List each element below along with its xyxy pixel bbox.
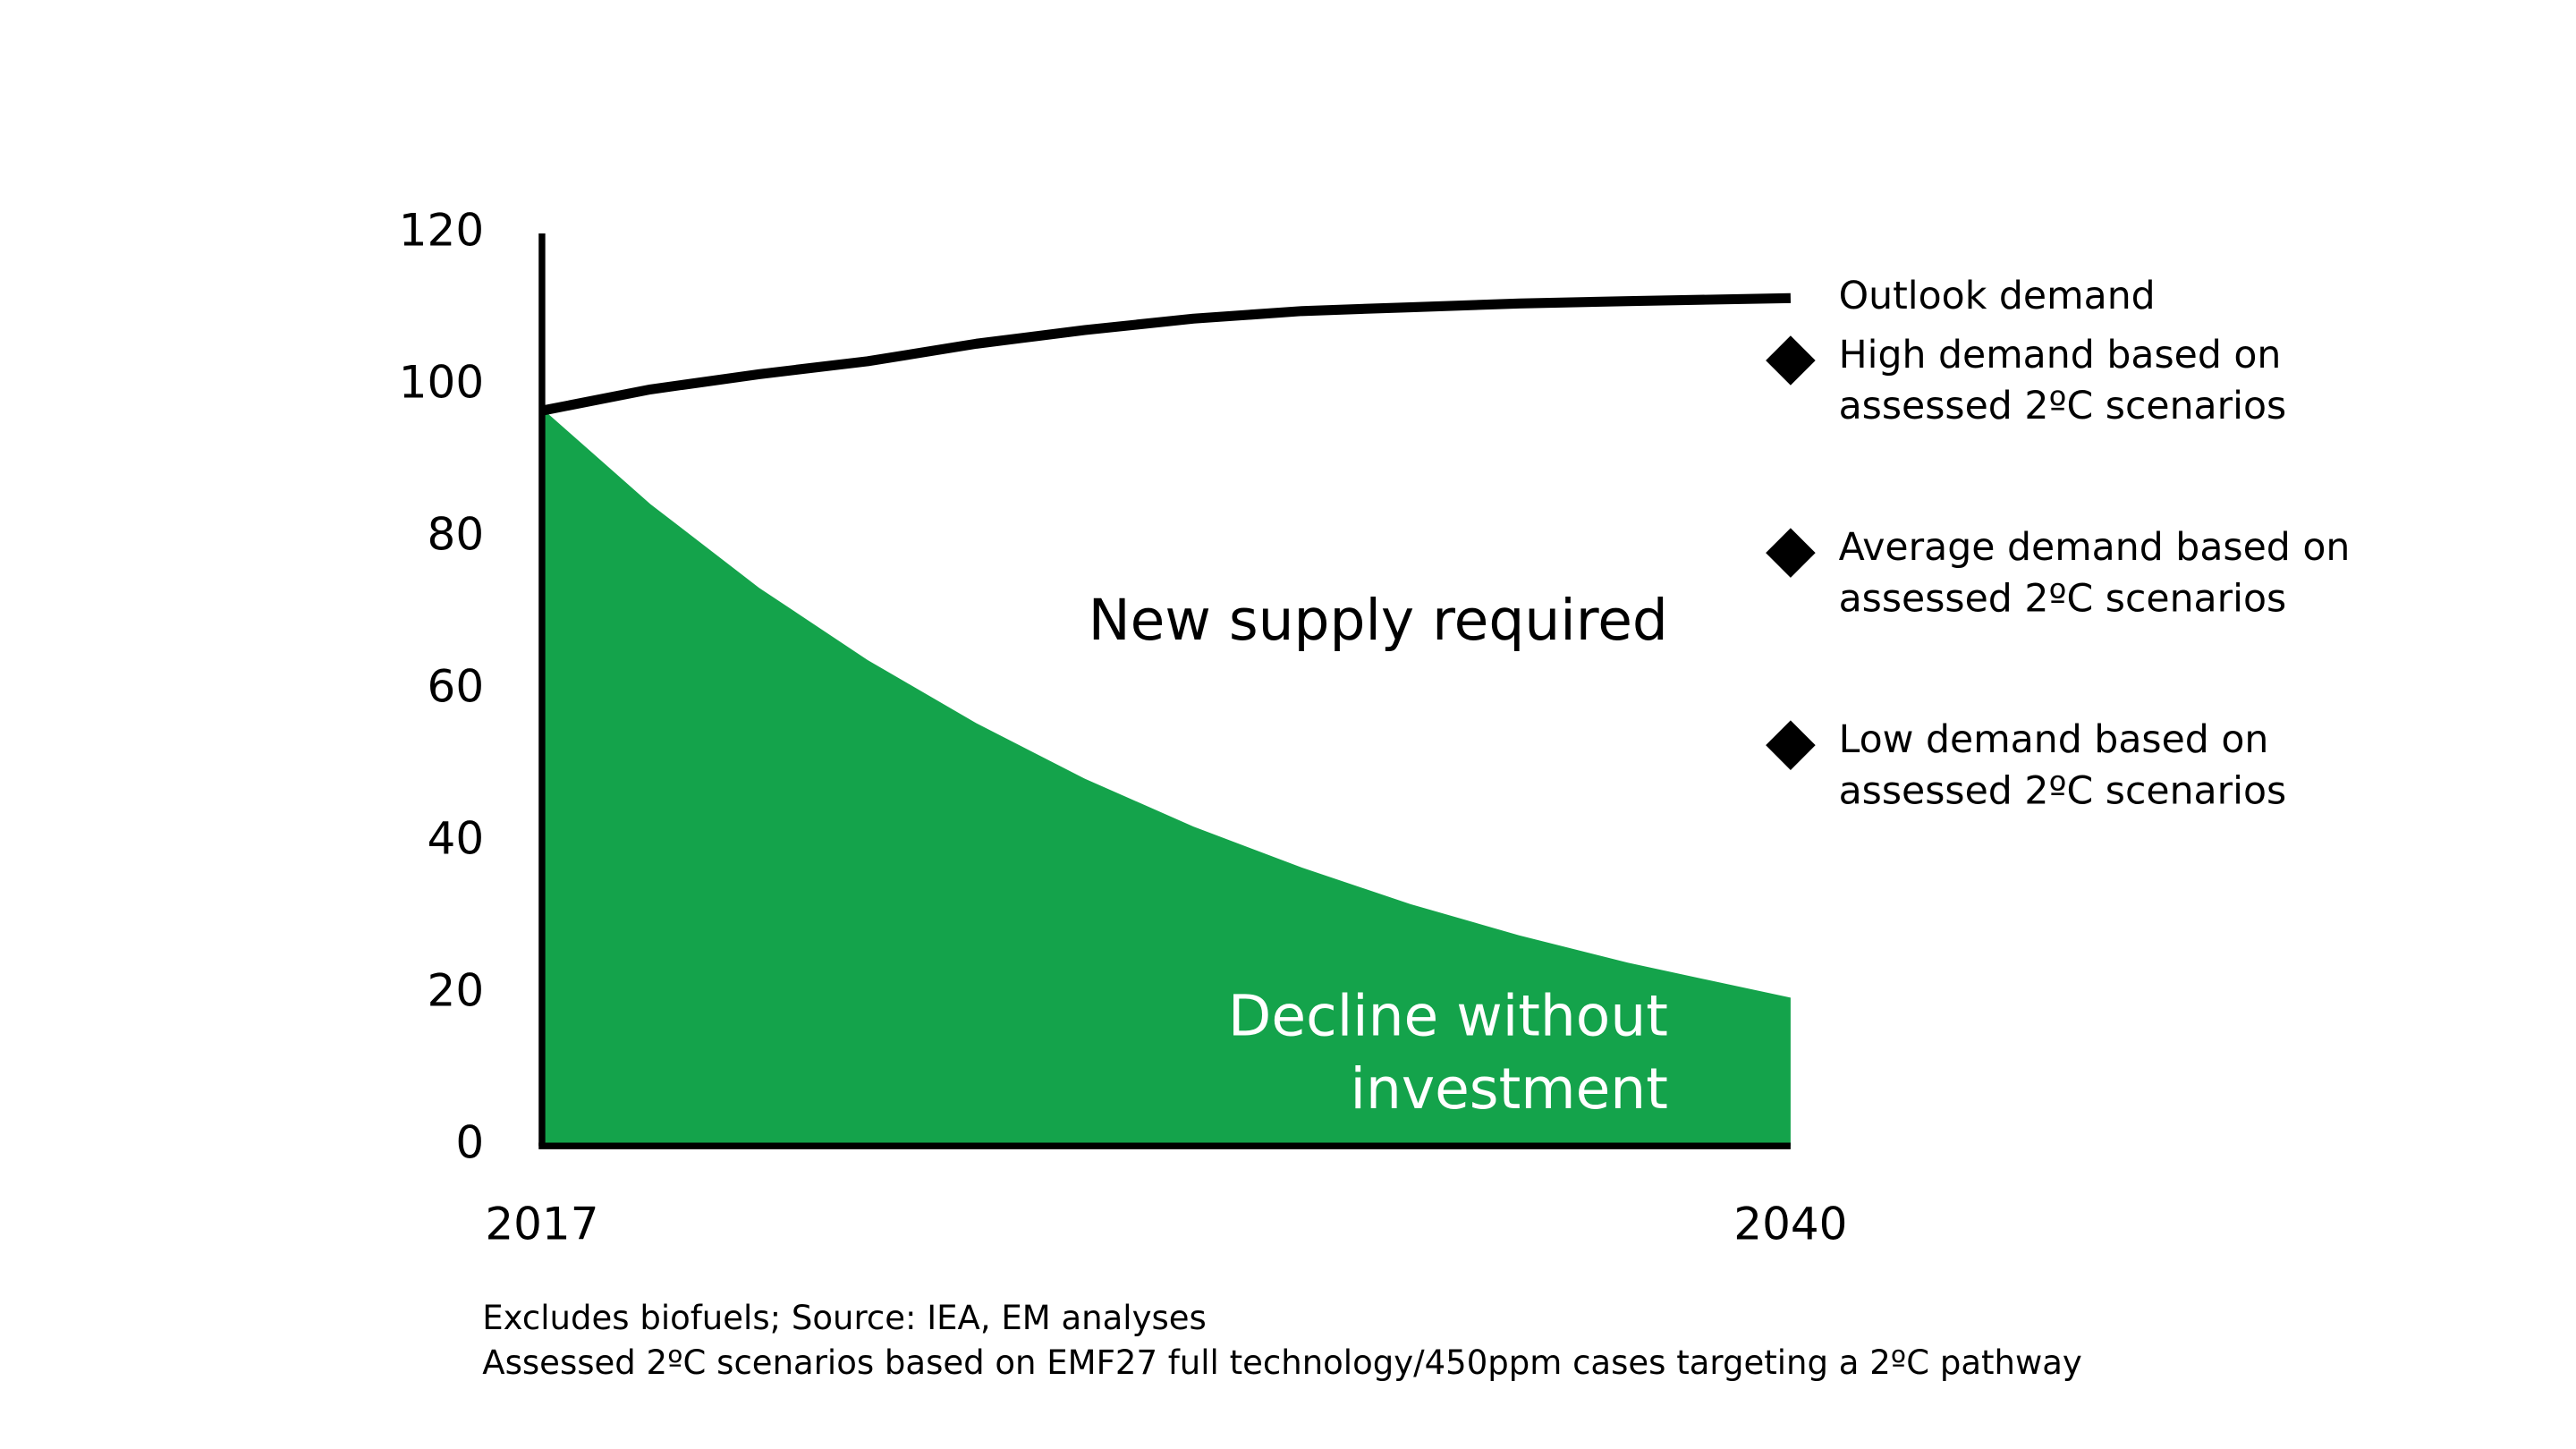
y-tick-label: 60 <box>428 661 485 713</box>
marker-label: assessed 2ºC scenarios <box>1839 384 2287 428</box>
marker-label: assessed 2ºC scenarios <box>1839 768 2287 813</box>
y-tick-label: 100 <box>399 357 484 409</box>
y-tick-label: 40 <box>428 813 485 865</box>
annotation: New supply required <box>1089 588 1668 653</box>
x-tick-label: 2017 <box>485 1198 598 1250</box>
y-tick-label: 0 <box>455 1117 484 1169</box>
y-tick-label: 20 <box>428 965 485 1017</box>
marker <box>1766 335 1816 386</box>
marker-label: assessed 2ºC scenarios <box>1839 576 2287 621</box>
x-tick-label: 2040 <box>1733 1198 1847 1250</box>
marker-label: High demand based on <box>1839 333 2282 377</box>
marker-label: Average demand based on <box>1839 525 2351 570</box>
marker-label: Low demand based on <box>1839 717 2269 762</box>
footnote: Assessed 2ºC scenarios based on EMF27 fu… <box>482 1343 2082 1382</box>
marker <box>1766 528 1816 578</box>
annotation: investment <box>1350 1056 1667 1122</box>
marker <box>1766 720 1816 770</box>
y-tick-label: 80 <box>428 509 485 561</box>
footnote: Excludes biofuels; Source: IEA, EM analy… <box>482 1299 1207 1337</box>
annotation: Decline without <box>1228 984 1668 1049</box>
y-tick-label: 120 <box>399 205 484 257</box>
line <box>540 292 1792 416</box>
legend-label: Outlook demand <box>1839 274 2156 318</box>
area <box>541 408 1791 1147</box>
